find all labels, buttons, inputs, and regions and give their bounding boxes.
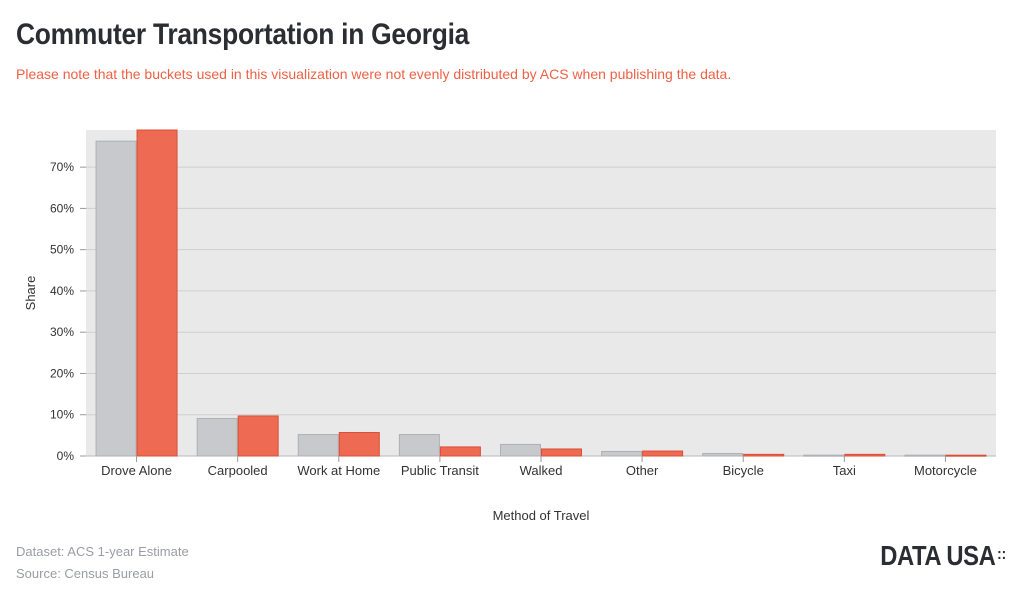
- bar-bicycle-orange[interactable]: [743, 453, 785, 457]
- y-tick-label: 30%: [50, 325, 74, 339]
- y-tick-label: 60%: [50, 201, 74, 215]
- bar-work-at-home-gray[interactable]: [297, 434, 339, 457]
- bar-walked-gray[interactable]: [500, 443, 541, 457]
- y-tick-label: 10%: [50, 408, 74, 422]
- bar-motorcycle-gray[interactable]: [904, 454, 946, 457]
- bars: [95, 129, 987, 457]
- bar-public-transit-orange[interactable]: [439, 446, 481, 457]
- y-tick-label: 50%: [50, 243, 74, 257]
- x-tick-label: Carpooled: [208, 463, 268, 478]
- dataset-note: Dataset: ACS 1-year Estimate: [16, 544, 189, 559]
- x-tick-label: Taxi: [833, 463, 856, 478]
- x-tick-label: Other: [626, 463, 659, 478]
- bar-carpooled-orange[interactable]: [237, 415, 279, 457]
- x-tick-label: Public Transit: [401, 463, 479, 478]
- bar-taxi-orange[interactable]: [844, 453, 886, 457]
- bar-other-orange[interactable]: [642, 450, 684, 457]
- x-tick-label: Walked: [520, 463, 563, 478]
- bar-motorcycle-orange[interactable]: [945, 454, 987, 457]
- bar-work-at-home-orange[interactable]: [338, 431, 380, 457]
- y-axis-label: Share: [23, 276, 38, 311]
- logo-text: DATA USA: [880, 540, 996, 571]
- page-title: Commuter Transportation in Georgia: [16, 18, 470, 51]
- x-tick-label: Motorcycle: [914, 463, 977, 478]
- x-tick-label: Drove Alone: [101, 463, 172, 478]
- y-tick-label: 70%: [50, 160, 74, 174]
- bar-drove-alone-gray[interactable]: [95, 140, 137, 457]
- source-note: Source: Census Bureau: [16, 566, 155, 581]
- bar-carpooled-gray[interactable]: [196, 417, 238, 457]
- x-tick-label: Work at Home: [297, 463, 380, 478]
- x-axis-label: Method of Travel: [493, 508, 590, 523]
- bar-bicycle-gray[interactable]: [702, 453, 744, 457]
- y-tick-label: 0%: [57, 449, 75, 463]
- chart-note: Please note that the buckets used in thi…: [16, 66, 732, 82]
- bar-taxi-gray[interactable]: [803, 454, 845, 457]
- x-tick-label: Bicycle: [723, 463, 764, 478]
- bar-drove-alone-orange[interactable]: [136, 129, 178, 457]
- bar-public-transit-gray[interactable]: [398, 434, 440, 457]
- y-tick-label: 40%: [50, 284, 74, 298]
- plot-background: [86, 130, 996, 456]
- y-tick-label: 20%: [50, 366, 74, 380]
- datausa-logo[interactable]: DATA USA::: [880, 540, 1006, 572]
- y-axis-ticks: 0% 10% 20% 30% 40% 50% 60% 70%: [50, 160, 86, 463]
- bar-other-gray[interactable]: [601, 450, 643, 457]
- x-axis-ticks: Drove Alone Carpooled Work at Home Public T…: [101, 456, 977, 478]
- bar-walked-orange[interactable]: [541, 448, 582, 457]
- logo-mark: ::: [996, 546, 1006, 563]
